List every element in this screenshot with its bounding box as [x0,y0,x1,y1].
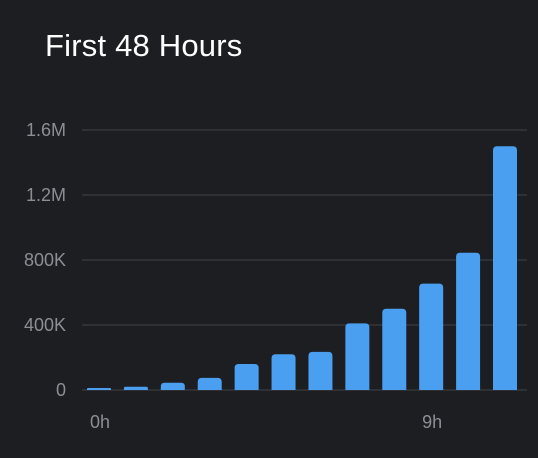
y-tick-label: 1.6M [26,120,66,140]
bar[interactable] [456,252,481,390]
bar[interactable] [308,351,333,390]
bar[interactable] [419,283,444,390]
gridlines [82,129,527,391]
bar[interactable] [271,354,296,390]
bar[interactable] [493,146,517,390]
bar[interactable] [160,382,185,390]
chart-title: First 48 Hours [45,28,243,63]
bar[interactable] [345,323,370,390]
bar[interactable] [382,308,407,390]
bars [87,146,517,390]
x-tick-label: 9h [422,412,442,432]
y-tick-label: 1.2M [26,185,66,205]
x-axis-ticks: 0h 9h [90,412,442,432]
y-axis-ticks: 0 400K 800K 1.2M 1.6M [24,120,66,400]
y-tick-label: 800K [24,250,66,270]
bar[interactable] [123,386,148,390]
bar[interactable] [87,388,111,390]
bar[interactable] [234,364,259,390]
y-tick-label: 400K [24,315,66,335]
bar[interactable] [197,377,222,390]
y-tick-label: 0 [56,380,66,400]
x-tick-label: 0h [90,412,110,432]
